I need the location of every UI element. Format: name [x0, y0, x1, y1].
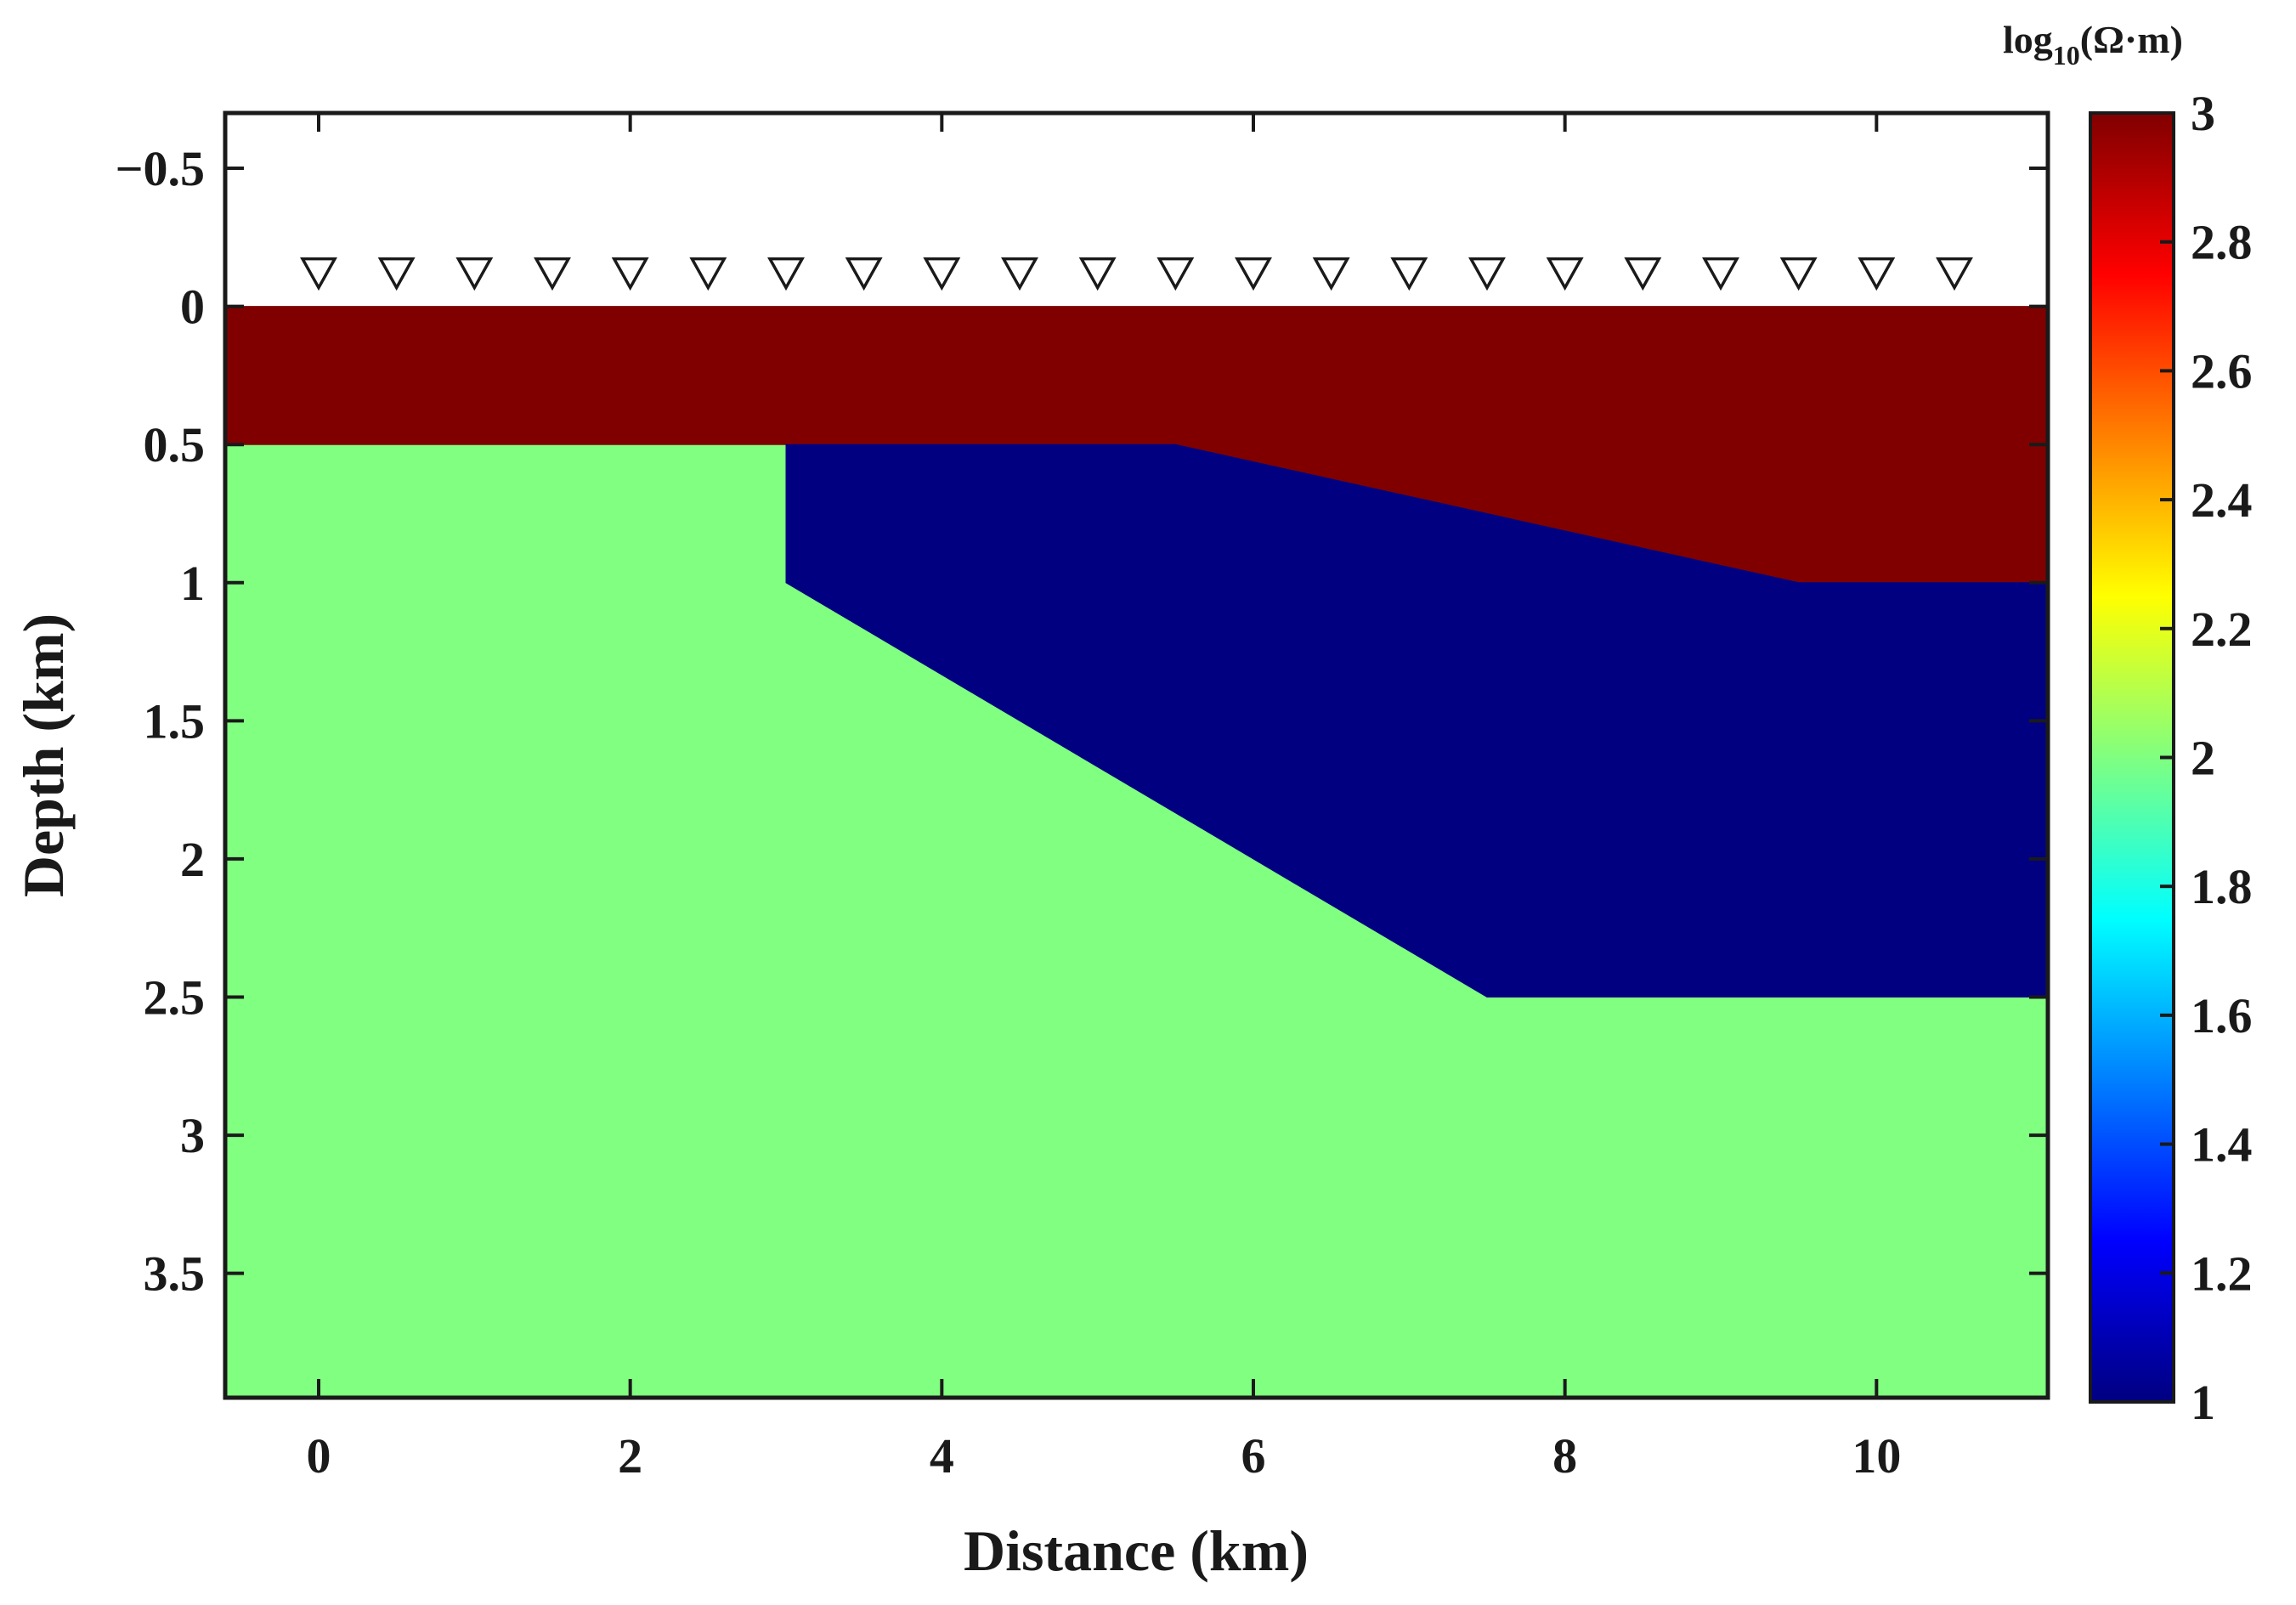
station-marker: [1078, 257, 1117, 291]
colorbar-tick-label: 1.8: [2191, 859, 2253, 914]
x-axis-label: Distance (km): [964, 1518, 1309, 1583]
x-tick-label: 10: [1852, 1428, 1901, 1483]
x-tick-label: 6: [1241, 1428, 1266, 1483]
colorbar-tick-label: 2: [2191, 731, 2215, 786]
y-axis-ticks: −0.5 0 0.5 1 1.5 2 2.5 3 3.5: [115, 141, 2048, 1302]
region-value-1: [785, 444, 2048, 997]
colorbar: 1 1.2 1.4 1.6 1.8 2 2.2 2.4 2.6 2.8 3 log10(Ω·m): [2003, 18, 2253, 1430]
y-tick-label: 3: [180, 1108, 205, 1163]
station-marker: [534, 257, 571, 291]
colorbar-tick-label: 2.2: [2191, 602, 2253, 657]
colorbar-title-subscript: 10: [2053, 40, 2080, 71]
x-axis-ticks: 0 2 4 6 8 10: [307, 113, 1901, 1483]
station-marker: [1001, 257, 1038, 291]
colorbar-title: log10(Ω·m): [2003, 18, 2183, 71]
station-marker: [377, 257, 416, 291]
station-marker: [845, 257, 883, 291]
colorbar-tick-label: 1.2: [2191, 1246, 2253, 1301]
x-tick-label: 4: [930, 1428, 954, 1483]
station-marker: [611, 257, 649, 291]
station-markers: [300, 257, 1973, 291]
station-marker: [689, 257, 727, 291]
station-marker: [455, 257, 494, 291]
colorbar-tick-label: 2.6: [2191, 343, 2253, 398]
station-marker: [1936, 257, 1973, 291]
y-tick-label: 3.5: [144, 1246, 206, 1302]
colorbar-title-unit: (Ω·m): [2080, 18, 2183, 61]
y-tick-label: 0.5: [144, 417, 206, 472]
station-marker: [1546, 257, 1584, 291]
y-tick-label: 2.5: [144, 970, 206, 1026]
y-tick-label: 1.5: [144, 693, 206, 749]
x-tick-label: 0: [307, 1428, 331, 1483]
station-marker: [1156, 257, 1195, 291]
colorbar-tick-label: 2.8: [2191, 215, 2253, 270]
x-tick-label: 2: [618, 1428, 642, 1483]
station-marker: [767, 257, 805, 291]
colorbar-tick-label: 3: [2191, 86, 2215, 141]
colorbar-tick-label: 1: [2191, 1375, 2215, 1430]
station-marker: [1858, 257, 1896, 291]
colorbar-title-log: log: [2003, 18, 2053, 61]
colorbar-tick-label: 2.4: [2191, 472, 2253, 528]
plot-area: 0 2 4 6 8 10 −0.5 0 0.5 1 1.5 2 2.5 3 3.5: [115, 110, 2050, 1483]
y-tick-label: 2: [180, 832, 205, 887]
plot-frame: [223, 110, 2050, 1400]
y-tick-label: 0: [180, 280, 205, 335]
station-marker: [1235, 257, 1272, 291]
station-marker: [1779, 257, 1818, 291]
colorbar-tick-label: 1.6: [2191, 988, 2253, 1043]
station-marker: [1468, 257, 1506, 291]
station-marker: [1390, 257, 1428, 291]
station-marker: [1624, 257, 1662, 291]
y-tick-label: −0.5: [115, 141, 205, 196]
station-marker: [300, 257, 337, 291]
y-tick-label: 1: [180, 556, 205, 611]
station-marker: [923, 257, 961, 291]
station-marker: [1312, 257, 1350, 291]
resistivity-regions: [225, 306, 2048, 1398]
colorbar-ticks: 1 1.2 1.4 1.6 1.8 2 2.2 2.4 2.6 2.8 3: [2160, 86, 2253, 1430]
y-axis-label: Depth (km): [11, 613, 76, 897]
x-tick-label: 8: [1552, 1428, 1577, 1483]
colorbar-tick-label: 1.4: [2191, 1117, 2253, 1173]
station-marker: [1702, 257, 1739, 291]
